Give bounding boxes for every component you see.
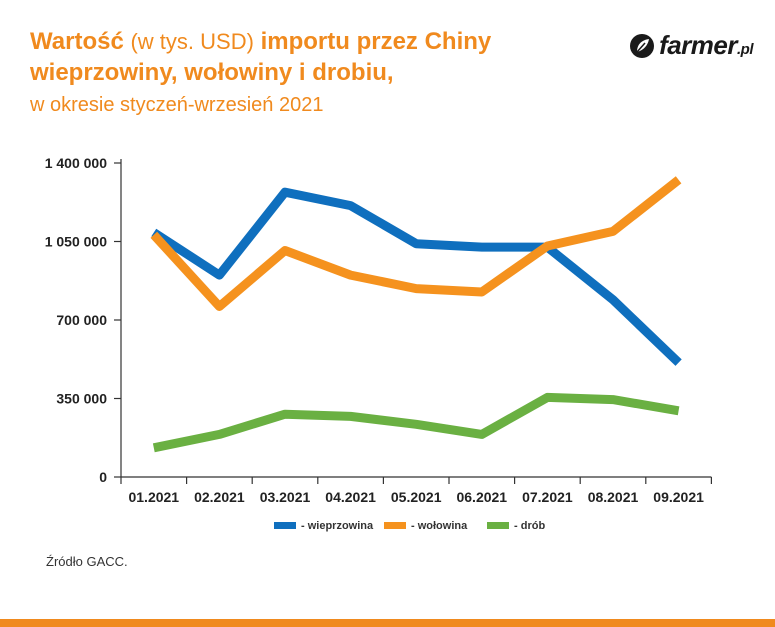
y-tick-label: 350 000: [56, 391, 107, 407]
x-tick-label: 01.2021: [128, 489, 179, 505]
series-line-0: [151, 187, 682, 366]
y-tick-label: 0: [99, 469, 107, 485]
title-line-2: wieprzowiny, wołowiny i drobiu,: [30, 59, 394, 86]
title-bold-a: Wartość: [30, 28, 124, 55]
chart-legend: - wieprzowina - wołowina - drób: [274, 520, 545, 532]
x-tick-label: 07.2021: [522, 489, 573, 505]
x-tick-label: 03.2021: [260, 489, 311, 505]
y-tick-label: 1 050 000: [45, 234, 107, 250]
title-bold-b: importu przez Chiny: [260, 28, 492, 55]
title-line-1: Wartość (w tys. USD) importu przez Chiny: [30, 26, 491, 57]
x-tick-label: 08.2021: [588, 489, 639, 505]
x-tick-label: 05.2021: [391, 489, 442, 505]
chart-series: [150, 176, 682, 453]
chart-title: Wartość (w tys. USD) importu przez Chiny…: [30, 26, 491, 121]
logo-text: farmer.pl: [659, 30, 753, 61]
legend-label: - wieprzowina: [301, 520, 374, 532]
chart-subtitle: w okresie styczeń-wrzesień 2021: [30, 94, 324, 116]
leaf-icon: [630, 33, 655, 58]
x-tick-label: 02.2021: [194, 489, 245, 505]
series-line-1: [150, 176, 682, 311]
legend-swatch: [487, 522, 509, 529]
y-tick-label: 700 000: [56, 312, 107, 328]
chart-axes: 0 350 000 700 000 1 050 000 1 400 000 01.2021…: [45, 155, 713, 505]
legend-label: - wołowina: [411, 520, 468, 532]
source-note: Źródło GACC.: [46, 554, 128, 569]
legend-swatch: [384, 522, 406, 529]
bottom-accent-bar: [0, 619, 775, 627]
legend-swatch: [274, 522, 296, 529]
series-line-2: [152, 392, 680, 453]
logo-suffix: .pl: [737, 41, 754, 58]
x-tick-label: 09.2021: [653, 489, 704, 505]
y-tick-label: 1 400 000: [45, 155, 107, 171]
logo-word: farmer: [659, 30, 737, 60]
legend-label: - drób: [514, 520, 545, 532]
title-unit: (w tys. USD): [130, 29, 254, 54]
x-tick-label: 04.2021: [325, 489, 376, 505]
x-tick-label: 06.2021: [456, 489, 507, 505]
farmer-logo: farmer.pl: [629, 30, 754, 61]
